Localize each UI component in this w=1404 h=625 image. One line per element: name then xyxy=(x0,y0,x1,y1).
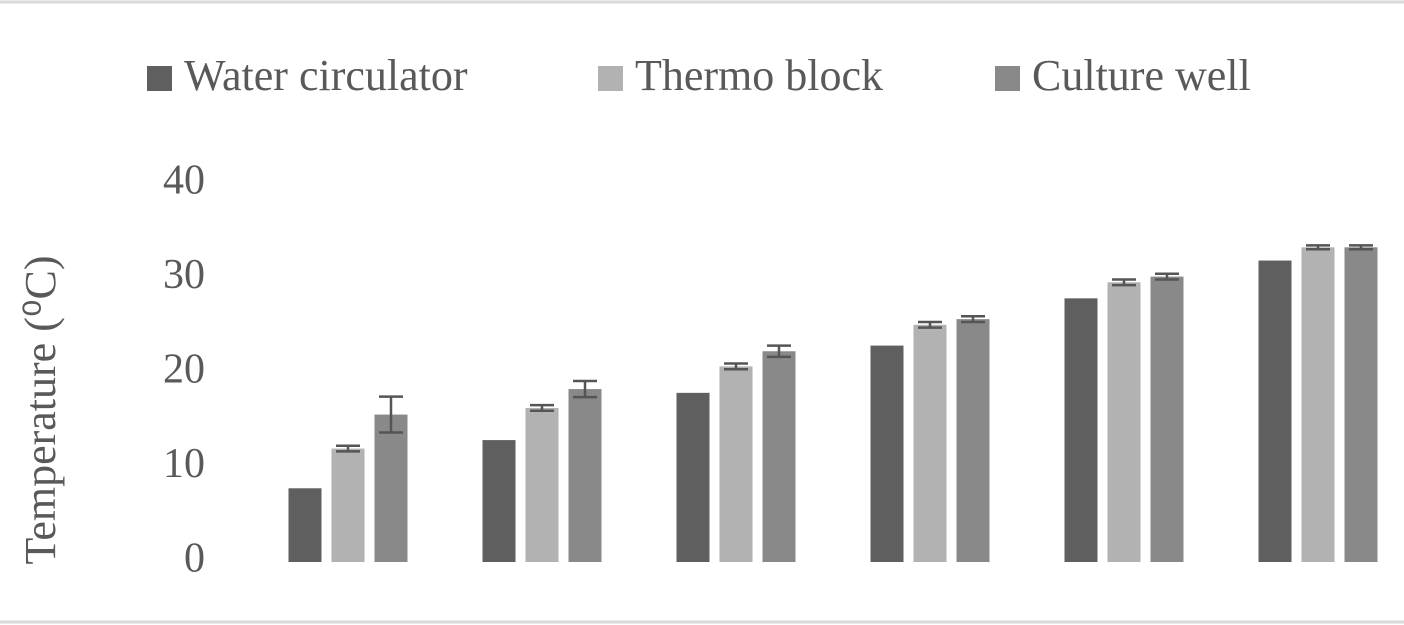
error-bar xyxy=(336,444,360,453)
bar xyxy=(762,351,796,562)
error-bar xyxy=(573,379,597,399)
bar xyxy=(1150,276,1184,562)
bar xyxy=(374,414,408,562)
bar xyxy=(956,319,990,562)
legend-swatch xyxy=(147,66,172,91)
error-bar xyxy=(918,320,942,329)
y-tick-label: 10 xyxy=(163,441,205,487)
bar xyxy=(913,324,947,562)
error-bar xyxy=(961,315,985,324)
legend-label: Culture well xyxy=(1032,51,1251,100)
bar xyxy=(288,488,322,562)
legend-label: Thermo block xyxy=(635,51,883,100)
legend-swatch xyxy=(995,66,1020,91)
y-tick-label: 30 xyxy=(163,252,205,298)
bar xyxy=(525,407,559,562)
bar xyxy=(1301,247,1335,562)
error-bar xyxy=(1155,272,1179,281)
bar xyxy=(1344,247,1378,562)
legend-label: Water circulator xyxy=(184,51,468,100)
error-bar xyxy=(530,403,554,413)
bar xyxy=(719,366,753,562)
error-bar xyxy=(1306,244,1330,251)
error-bar xyxy=(1112,278,1136,287)
error-bar xyxy=(767,344,791,359)
error-bar xyxy=(379,395,403,434)
error-bar xyxy=(1349,244,1373,251)
bar xyxy=(676,392,710,562)
bar xyxy=(331,448,365,562)
y-axis-title: Temperature (⁰C) xyxy=(16,256,65,565)
bar xyxy=(1258,260,1292,562)
bar xyxy=(568,389,602,562)
y-tick-label: 20 xyxy=(163,347,205,393)
y-tick-label: 0 xyxy=(184,536,205,582)
bar xyxy=(870,345,904,562)
bar xyxy=(1107,282,1141,562)
bar xyxy=(482,440,516,562)
error-bar xyxy=(724,362,748,371)
legend-swatch xyxy=(598,66,623,91)
y-tick-label: 40 xyxy=(163,158,205,204)
bar xyxy=(1064,298,1098,562)
